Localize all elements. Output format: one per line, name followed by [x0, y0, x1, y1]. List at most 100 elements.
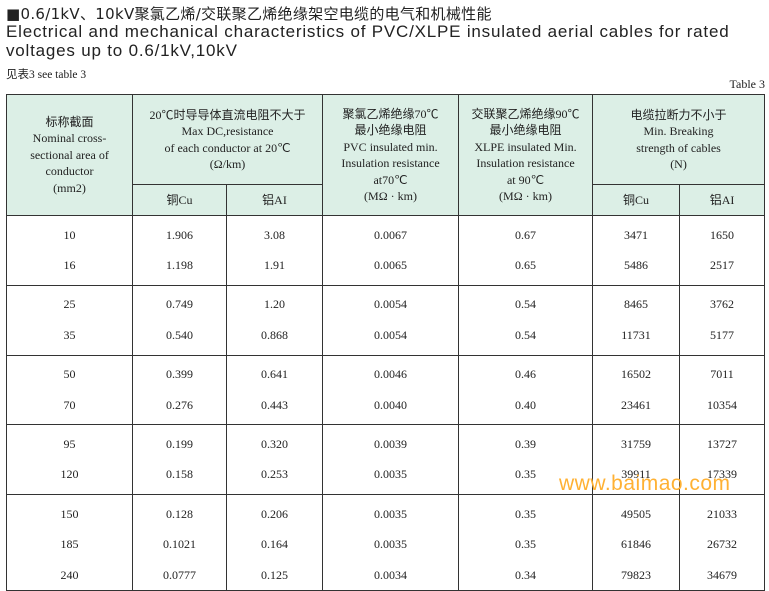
cell-breaking-al: 10354 — [679, 389, 766, 426]
cell-pvc-insulation: 0.0067 — [322, 215, 460, 251]
table-row: 150 0.128 0.206 0.0035 0.35 49505 21033 — [6, 494, 766, 530]
see-table-note: 见表3 see table 3 — [6, 69, 87, 81]
cell-resistance-al: 0.641 — [225, 355, 324, 390]
cell-area: 185 — [6, 529, 133, 560]
header-resistance: 20℃时导导体直流电阻不大于 Max DC,resistance of each… — [131, 94, 324, 185]
cell-resistance-cu: 0.276 — [132, 389, 227, 426]
cell-resistance-cu: 0.1021 — [132, 529, 227, 560]
cell-resistance-al: 0.164 — [225, 529, 324, 560]
cell-resistance-cu: 0.540 — [132, 320, 227, 356]
cell-breaking-al: 1650 — [679, 215, 766, 251]
cell-area: 50 — [6, 355, 133, 390]
cell-xlpe-insulation: 0.54 — [458, 285, 594, 321]
watermark: www.baimao.com — [559, 472, 731, 495]
characteristics-table: 标称截面 Nominal cross- sectional area of co… — [6, 94, 766, 591]
header-pvc-line: 聚氯乙烯绝缘70℃ — [342, 106, 439, 121]
header-breaking-line: (N) — [670, 157, 687, 171]
cell-pvc-insulation: 0.0040 — [322, 389, 460, 426]
cell-pvc-insulation: 0.0054 — [322, 320, 460, 356]
cell-resistance-al: 1.91 — [225, 250, 324, 286]
header-xlpe-line: Insulation resistance — [476, 156, 575, 170]
cell-breaking-cu: 5486 — [592, 250, 681, 286]
header-area-line: sectional area of — [30, 147, 109, 162]
header-breaking-line: strength of cables — [636, 140, 721, 155]
cell-area: 150 — [6, 494, 133, 530]
cell-breaking-al: 26732 — [679, 529, 766, 560]
header-pvc-line: (MΩ · km) — [364, 189, 417, 203]
header-area-line: Nominal cross- — [32, 131, 107, 146]
cell-breaking-cu: 61846 — [592, 529, 681, 560]
cell-resistance-al: 0.253 — [225, 459, 324, 496]
table-row: 240 0.0777 0.125 0.0034 0.34 79823 34679 — [6, 559, 766, 591]
cell-pvc-insulation: 0.0035 — [322, 529, 460, 560]
cell-xlpe-insulation: 0.46 — [458, 355, 594, 390]
title-chinese: ■0.6/1kV、10kV聚氯乙烯/交联聚乙烯绝缘架空电缆的电气和机械性能 — [6, 5, 492, 23]
title-english-line1: Electrical and mechanical characteristic… — [6, 22, 730, 41]
header-pvc-line: Insulation resistance — [341, 156, 440, 170]
cell-resistance-al: 1.20 — [225, 285, 324, 321]
header-resistance-line: 20℃时导导体直流电阻不大于 — [149, 107, 306, 122]
cell-resistance-cu: 0.399 — [132, 355, 227, 390]
cell-xlpe-insulation: 0.35 — [458, 529, 594, 560]
table-row: 185 0.1021 0.164 0.0035 0.35 61846 26732 — [6, 529, 766, 560]
cell-breaking-cu: 16502 — [592, 355, 681, 390]
cell-breaking-al: 3762 — [679, 285, 766, 321]
cell-breaking-cu: 3471 — [592, 215, 681, 251]
cell-resistance-cu: 1.906 — [132, 215, 227, 251]
header-resistance-cu: 铜Cu — [132, 184, 227, 216]
cell-pvc-insulation: 0.0054 — [322, 285, 460, 321]
header-xlpe-line: at 90℃ — [506, 172, 545, 187]
cell-resistance-al: 0.206 — [225, 494, 324, 530]
cell-resistance-cu: 0.199 — [132, 424, 227, 460]
header-xlpe-line: XLPE insulated Min. — [474, 139, 577, 154]
cell-xlpe-insulation: 0.35 — [458, 494, 594, 530]
cell-breaking-cu: 39911 — [592, 459, 681, 496]
header-breaking: 电缆拉断力不小于 Min. Breaking strength of cable… — [592, 94, 766, 185]
header-pvc: 聚氯乙烯绝缘70℃ 最小绝缘电阻 PVC insulated min. Insu… — [322, 94, 460, 216]
cell-breaking-al: 34679 — [679, 559, 766, 591]
cell-xlpe-insulation: 0.65 — [458, 250, 594, 286]
cell-pvc-insulation: 0.0065 — [322, 250, 460, 286]
table-row: 95 0.199 0.320 0.0039 0.39 31759 13727 — [6, 424, 766, 460]
table-row: 25 0.749 1.20 0.0054 0.54 8465 3762 — [6, 285, 766, 321]
cell-pvc-insulation: 0.0046 — [322, 355, 460, 390]
cell-breaking-cu: 11731 — [592, 320, 681, 356]
cell-resistance-cu: 0.749 — [132, 285, 227, 321]
cell-resistance-cu: 1.198 — [132, 250, 227, 286]
header-breaking-line: Min. Breaking — [643, 124, 714, 138]
cell-xlpe-insulation: 0.34 — [458, 559, 594, 591]
table-row: 50 0.399 0.641 0.0046 0.46 16502 7011 — [6, 355, 766, 390]
header-xlpe: 交联聚乙烯绝缘90℃ 最小绝缘电阻 XLPE insulated Min. In… — [458, 94, 594, 216]
cell-resistance-cu: 0.0777 — [132, 559, 227, 591]
cell-resistance-cu: 0.128 — [132, 494, 227, 530]
cell-resistance-al: 0.868 — [225, 320, 324, 356]
cell-resistance-al: 0.320 — [225, 424, 324, 460]
header-pvc-line: PVC insulated min. — [343, 139, 438, 154]
header-pvc-line: 最小绝缘电阻 — [354, 123, 427, 137]
header-resistance-line: (Ω/km) — [209, 157, 246, 171]
cell-area: 120 — [6, 459, 133, 496]
table-label: Table 3 — [729, 77, 765, 91]
cell-area: 16 — [6, 250, 133, 286]
table-row: 10 1.906 3.08 0.0067 0.67 3471 1650 — [6, 215, 766, 251]
cell-breaking-al: 7011 — [679, 355, 766, 390]
cell-breaking-cu: 31759 — [592, 424, 681, 460]
header-resistance-al: 铝AI — [225, 184, 324, 216]
cell-area: 240 — [6, 559, 133, 591]
header-xlpe-line: 交联聚乙烯绝缘90℃ — [471, 106, 580, 121]
cell-resistance-cu: 0.158 — [132, 459, 227, 496]
cell-breaking-al: 21033 — [679, 494, 766, 530]
table-row: 70 0.276 0.443 0.0040 0.40 23461 10354 — [6, 389, 766, 426]
cell-breaking-al: 13727 — [679, 424, 766, 460]
cell-resistance-al: 0.443 — [225, 389, 324, 426]
cell-breaking-cu: 8465 — [592, 285, 681, 321]
cell-resistance-al: 0.125 — [225, 559, 324, 591]
cell-breaking-al: 2517 — [679, 250, 766, 286]
cell-area: 25 — [6, 285, 133, 321]
cell-area: 70 — [6, 389, 133, 426]
cell-pvc-insulation: 0.0034 — [322, 559, 460, 591]
cell-resistance-al: 3.08 — [225, 215, 324, 251]
cell-pvc-insulation: 0.0035 — [322, 494, 460, 530]
cell-breaking-al: 5177 — [679, 320, 766, 356]
cell-area: 10 — [6, 215, 133, 251]
